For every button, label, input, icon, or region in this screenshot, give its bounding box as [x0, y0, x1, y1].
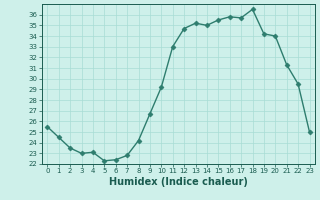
X-axis label: Humidex (Indice chaleur): Humidex (Indice chaleur): [109, 177, 248, 187]
